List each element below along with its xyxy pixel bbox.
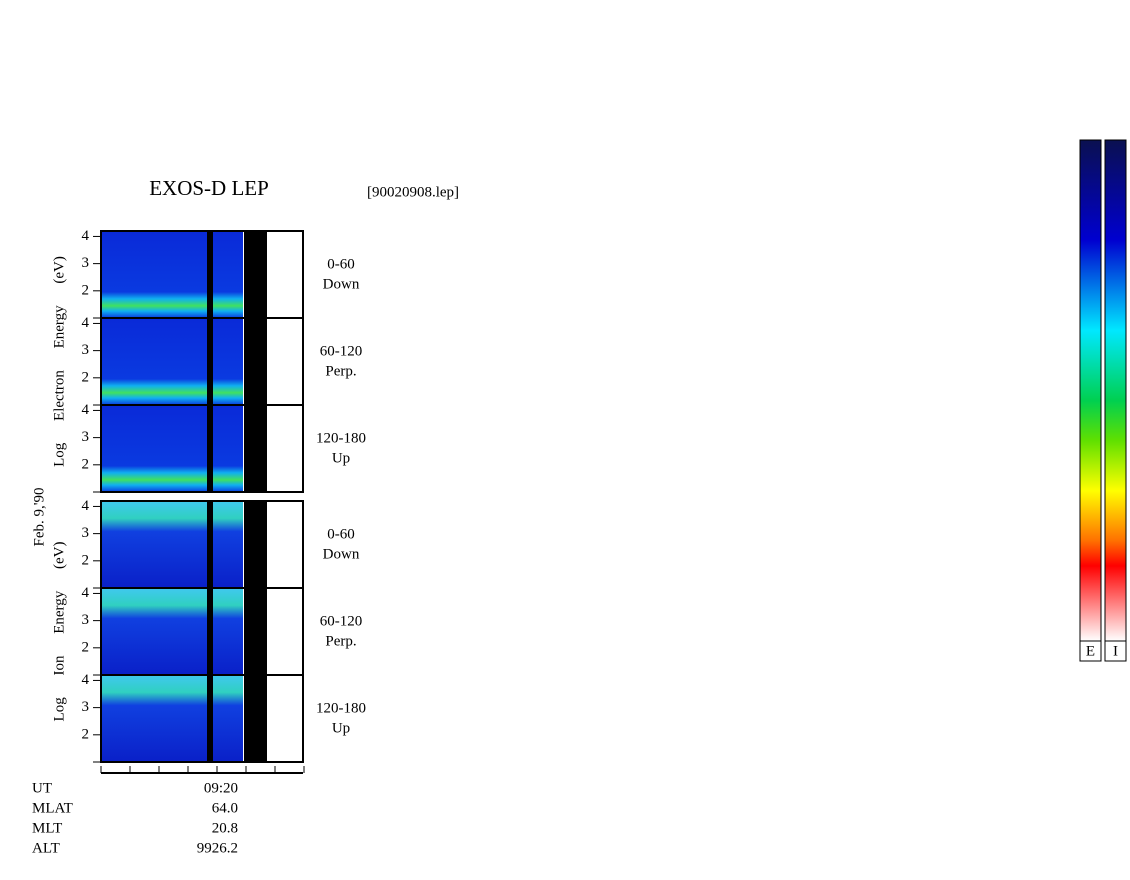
y-tick-label: 4 <box>82 585 90 601</box>
y-tick-label: 3 <box>82 699 90 715</box>
no-data <box>244 318 267 405</box>
data-gap <box>207 231 213 318</box>
no-data <box>244 588 267 675</box>
y-tick-label: 2 <box>82 552 90 568</box>
panel-frame <box>100 404 304 493</box>
panel-direction: Perp. <box>325 363 356 379</box>
no-data <box>244 405 267 492</box>
data-gap <box>207 675 213 762</box>
y-tick-label: 2 <box>82 639 90 655</box>
y-tick-label: 4 <box>82 315 90 331</box>
panel-direction: Up <box>332 450 350 466</box>
ephemeris-value: 20.8 <box>212 820 238 836</box>
y-axis-label: Log Ion Energy (eV) <box>51 542 67 722</box>
spectrogram <box>101 501 243 588</box>
panel-frame <box>100 674 304 763</box>
panel-angle: 120-180 <box>316 700 366 716</box>
y-tick-label: 2 <box>82 456 90 472</box>
colorbar <box>1079 139 1102 642</box>
date: Feb. 9,'90 <box>31 488 47 547</box>
spectrogram <box>101 675 243 762</box>
ephemeris-label: MLT <box>32 820 62 836</box>
ephemeris-value: 09:20 <box>204 780 238 796</box>
y-tick-label: 2 <box>82 369 90 385</box>
data-gap <box>207 588 213 675</box>
spectrogram <box>101 588 243 675</box>
title: EXOS-D LEP <box>149 176 269 200</box>
y-tick-label: 4 <box>82 402 90 418</box>
spectrogram <box>101 231 243 318</box>
panel-angle: 120-180 <box>316 430 366 446</box>
colorbar-label: I <box>1113 643 1118 659</box>
panel-direction: Up <box>332 720 350 736</box>
panel-angle: 0-60 <box>327 526 355 542</box>
spectrogram <box>101 405 243 492</box>
panel-direction: Down <box>323 276 360 292</box>
no-data <box>244 501 267 588</box>
colorbar-label-box <box>1079 640 1102 662</box>
y-tick-label: 3 <box>82 612 90 628</box>
y-tick-label: 4 <box>82 228 90 244</box>
spectrogram <box>101 318 243 405</box>
panel-angle: 0-60 <box>327 256 355 272</box>
panel-angle: 60-120 <box>320 343 363 359</box>
y-axis-label: Log Electron Energy (eV) <box>51 256 67 467</box>
no-data <box>244 231 267 318</box>
ephemeris-value: 9926.2 <box>197 840 238 856</box>
y-tick-label: 2 <box>82 282 90 298</box>
panel-direction: Down <box>323 546 360 562</box>
colorbar <box>1104 139 1127 642</box>
no-data <box>244 675 267 762</box>
ephemeris-label: MLAT <box>32 800 73 816</box>
panel-angle: 60-120 <box>320 613 363 629</box>
data-gap <box>207 318 213 405</box>
y-tick-label: 2 <box>82 726 90 742</box>
y-tick-label: 3 <box>82 429 90 445</box>
ephemeris-value: 64.0 <box>212 800 238 816</box>
y-tick-label: 3 <box>82 342 90 358</box>
data-gap <box>207 501 213 588</box>
y-tick-label: 4 <box>82 498 90 514</box>
y-tick-label: 4 <box>82 672 90 688</box>
ephemeris-label: UT <box>32 780 52 796</box>
y-tick-label: 3 <box>82 525 90 541</box>
colorbar-label-box <box>1104 640 1127 662</box>
data-gap <box>207 405 213 492</box>
file-name: [90020908.lep] <box>367 184 459 200</box>
colorbar-label: E <box>1086 643 1095 659</box>
panel-direction: Perp. <box>325 633 356 649</box>
y-tick-label: 3 <box>82 255 90 271</box>
ephemeris-label: ALT <box>32 840 60 856</box>
